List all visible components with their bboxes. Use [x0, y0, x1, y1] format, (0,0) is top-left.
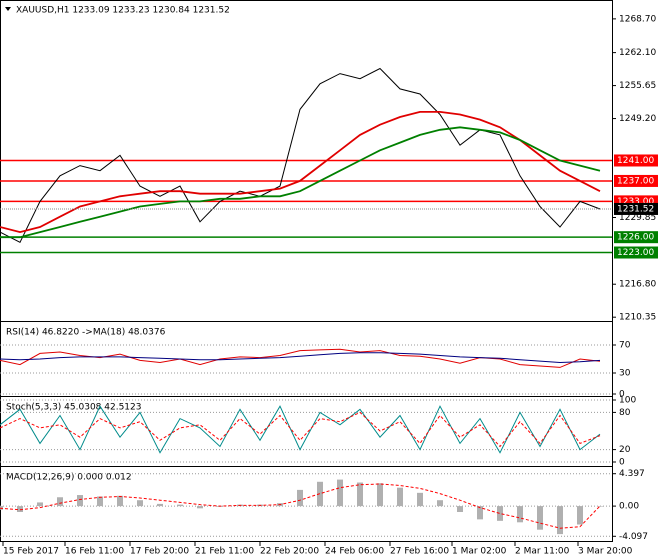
y-tick-label: 0	[619, 458, 625, 468]
macd-bar	[537, 506, 543, 530]
macd-bar	[437, 500, 443, 507]
level-label: 1241.00	[617, 156, 654, 166]
macd-bar	[197, 506, 203, 509]
y-tick-label: 1216.80	[619, 280, 656, 290]
macd-bar	[17, 506, 23, 512]
macd-bar	[97, 496, 103, 507]
series-line	[0, 352, 601, 364]
y-tick-label: 1229.85	[619, 213, 656, 223]
x-tick-label: 1 Mar 02:00	[452, 547, 507, 557]
y-tick-label: 1262.10	[619, 48, 656, 58]
macd-bar	[597, 506, 603, 507]
y-tick-label: 1255.65	[619, 81, 656, 91]
y-tick-label: 80	[619, 408, 631, 418]
y-tick-label: 0.00	[619, 502, 639, 512]
menu-arrow	[5, 7, 11, 11]
macd-bar	[517, 506, 523, 523]
level-label-box	[614, 174, 658, 187]
macd-bar	[337, 479, 343, 507]
macd-bar	[497, 506, 503, 521]
x-tick-label: 3 Mar 20:00	[578, 547, 633, 557]
macd-bar	[297, 489, 303, 507]
current-price-box	[614, 202, 658, 215]
y-tick-label: -4.097	[619, 532, 648, 542]
macd-bar	[317, 481, 323, 507]
panel-title: MACD(12,26,9) 0.000 0.012	[6, 473, 132, 483]
macd-bar	[577, 506, 583, 525]
macd-bar	[417, 492, 423, 507]
x-tick-label: 17 Feb 20:00	[130, 547, 189, 557]
macd-bar	[77, 495, 83, 507]
macd-bar	[137, 500, 143, 507]
series-line	[0, 111, 601, 234]
macd-bar	[177, 504, 183, 507]
x-tick-label: 2 Mar 11:00	[515, 547, 570, 557]
current-price-label: 1231.52	[617, 204, 654, 214]
x-tick-label: 24 Feb 06:00	[325, 547, 384, 557]
level-label-box	[614, 231, 658, 244]
y-tick-label: 100	[619, 396, 636, 406]
macd-bar	[117, 495, 123, 507]
x-tick-label: 15 Feb 2017	[3, 547, 59, 557]
macd-bar	[377, 483, 383, 507]
level-label: 1237.00	[617, 176, 654, 186]
level-label-box	[614, 246, 658, 259]
y-tick-label: 70	[619, 341, 631, 351]
macd-bar	[557, 506, 563, 535]
y-tick-label: 30	[619, 369, 631, 379]
y-tick-label: 1210.35	[619, 313, 656, 323]
macd-bar	[37, 502, 43, 507]
series-line	[0, 483, 601, 529]
y-tick-label: 20	[619, 445, 631, 455]
series-line	[0, 126, 601, 239]
level-label-box	[614, 154, 658, 167]
x-tick-label: 27 Feb 16:00	[390, 547, 449, 557]
y-tick-label: 4.397	[619, 469, 645, 479]
series-line	[0, 67, 601, 243]
level-label: 1223.00	[617, 248, 654, 258]
series-line	[0, 405, 601, 454]
series-line	[0, 348, 601, 368]
y-tick-label: 1249.20	[619, 114, 656, 124]
level-label: 1226.00	[617, 233, 654, 243]
macd-bar	[397, 487, 403, 507]
macd-bar	[157, 503, 163, 507]
macd-bar	[477, 506, 483, 520]
y-tick-label: 0	[619, 390, 625, 400]
y-tick-label: 1268.70	[619, 14, 656, 24]
x-tick-label: 16 Feb 11:00	[65, 547, 124, 557]
panel-title: RSI(14) 46.8220 ->MA(18) 48.0376	[6, 328, 166, 338]
frame	[0, 0, 613, 542]
macd-bar	[57, 497, 63, 507]
series-line	[0, 411, 601, 448]
x-tick-label: 21 Feb 11:00	[195, 547, 254, 557]
macd-bar	[357, 482, 363, 507]
level-label: 1233.00	[617, 197, 654, 207]
panel-title: Stoch(5,3,3) 45.0308 42.5123	[6, 403, 141, 413]
x-tick-label: 22 Feb 20:00	[260, 547, 319, 557]
panel-title: XAUUSD,H1 1233.09 1233.23 1230.84 1231.5…	[16, 6, 230, 16]
macd-bar	[457, 506, 463, 512]
